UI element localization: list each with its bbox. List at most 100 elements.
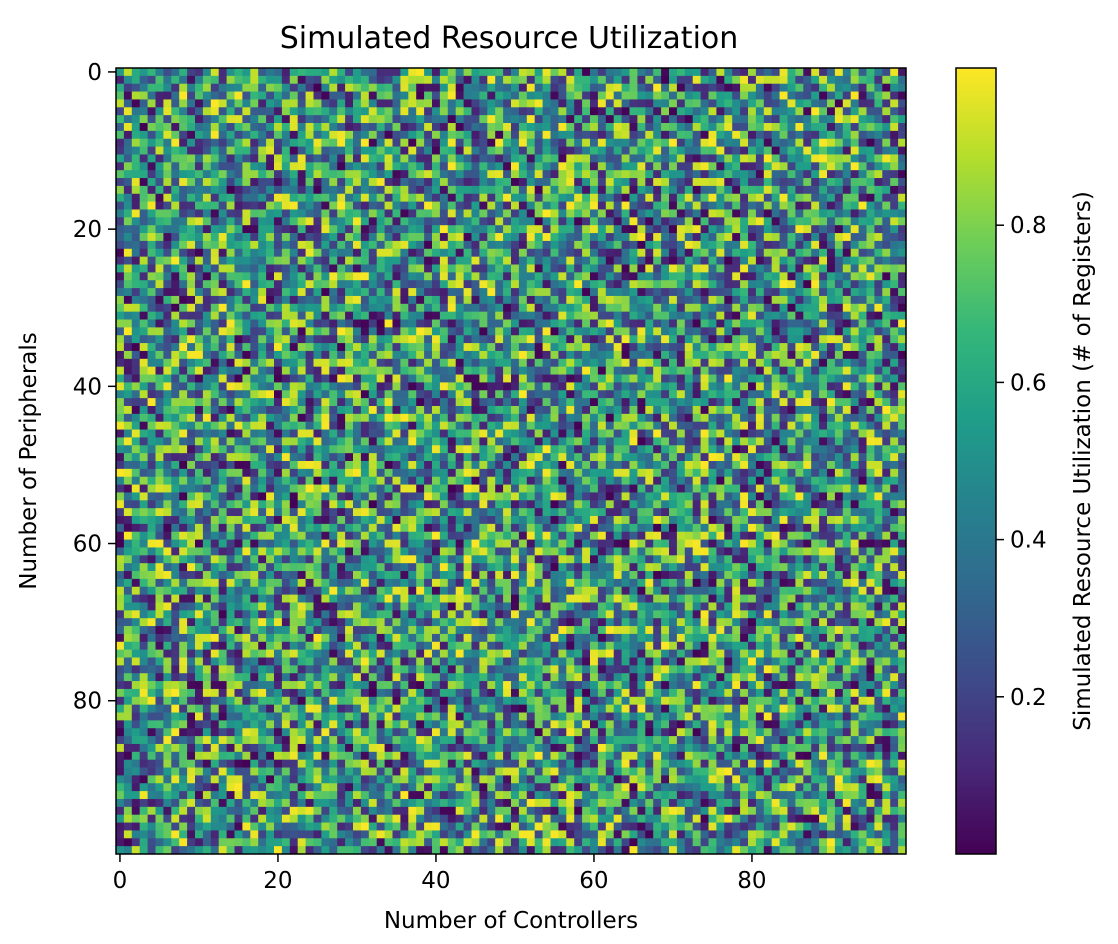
heatmap-cell — [676, 83, 686, 92]
heatmap-cell — [653, 374, 662, 383]
heatmap-cell — [139, 405, 148, 415]
heatmap-cell — [771, 130, 780, 140]
heatmap-cell — [755, 311, 765, 320]
heatmap-cell — [171, 350, 180, 360]
heatmap-cell — [842, 366, 852, 375]
heatmap-cell — [116, 343, 125, 352]
heatmap-cell — [392, 83, 401, 92]
heatmap-cell — [139, 350, 148, 360]
heatmap-cell — [495, 154, 504, 163]
heatmap-cell — [479, 445, 488, 454]
heatmap-cell — [471, 248, 480, 257]
heatmap-cell — [566, 146, 575, 155]
heatmap-cell — [479, 288, 488, 297]
heatmap-cell — [400, 390, 409, 399]
heatmap-cell — [345, 311, 354, 320]
heatmap-cell — [526, 374, 536, 383]
heatmap-cell — [787, 335, 796, 344]
heatmap-cell — [518, 217, 528, 226]
heatmap-cell — [692, 374, 701, 383]
heatmap-cell — [258, 256, 267, 265]
heatmap-cell — [242, 248, 251, 257]
heatmap-cell — [447, 374, 457, 383]
heatmap-cell — [803, 272, 812, 281]
heatmap-cell — [503, 256, 512, 265]
heatmap-cell — [179, 201, 188, 210]
heatmap-cell — [724, 68, 733, 77]
heatmap-cell — [771, 437, 780, 446]
heatmap-cell — [858, 390, 867, 399]
heatmap-cell — [226, 162, 235, 171]
heatmap-cell — [337, 405, 346, 415]
heatmap-cell — [187, 115, 196, 124]
heatmap-cell — [605, 83, 615, 92]
heatmap-cell — [708, 115, 717, 124]
heatmap-cell — [155, 453, 164, 462]
heatmap-cell — [179, 327, 188, 336]
heatmap-cell — [661, 358, 670, 368]
heatmap-cell — [874, 68, 883, 77]
heatmap-cell — [495, 366, 504, 375]
heatmap-cell — [258, 445, 267, 454]
heatmap-cell — [629, 209, 638, 218]
heatmap-cell — [732, 358, 741, 368]
heatmap-cell — [226, 170, 235, 179]
heatmap-cell — [384, 280, 393, 289]
heatmap-cell — [171, 390, 180, 399]
heatmap-cell — [582, 178, 591, 187]
heatmap-cell — [321, 170, 330, 179]
heatmap-cell — [526, 319, 536, 328]
heatmap-cell — [329, 405, 338, 415]
heatmap-cell — [692, 445, 701, 454]
heatmap-cell — [297, 178, 306, 187]
heatmap-cell — [882, 445, 891, 454]
heatmap-cell — [155, 280, 164, 289]
heatmap-cell — [605, 68, 615, 77]
heatmap-cell — [669, 295, 678, 305]
heatmap-cell — [597, 405, 607, 415]
heatmap-cell — [866, 233, 875, 242]
heatmap-cell — [163, 272, 172, 281]
heatmap-cell — [526, 453, 536, 462]
heatmap-cell — [368, 366, 378, 375]
heatmap-cell — [187, 429, 196, 438]
heatmap-cell — [629, 225, 638, 234]
heatmap-cell — [724, 217, 733, 226]
heatmap-cell — [740, 288, 749, 297]
heatmap-cell — [613, 233, 622, 242]
heatmap-cell — [574, 350, 583, 360]
heatmap-cell — [574, 91, 583, 100]
heatmap-cell — [858, 366, 867, 375]
heatmap-cell — [653, 343, 662, 352]
heatmap-cell — [795, 335, 804, 344]
heatmap-cell — [408, 240, 417, 250]
heatmap-cell — [345, 193, 354, 202]
heatmap-cell — [882, 295, 891, 305]
heatmap-cell — [645, 201, 654, 210]
heatmap-cell — [613, 374, 622, 383]
heatmap-cell — [163, 374, 172, 383]
heatmap-cell — [432, 366, 441, 375]
heatmap-cell — [266, 398, 275, 407]
heatmap-cell — [684, 303, 694, 313]
heatmap-cell — [487, 429, 496, 438]
heatmap-cell — [345, 303, 354, 313]
heatmap-cell — [890, 405, 899, 415]
heatmap-cell — [605, 398, 615, 407]
heatmap-cell — [376, 107, 385, 116]
heatmap-cell — [637, 445, 646, 454]
heatmap-cell — [732, 146, 741, 155]
heatmap-cell — [242, 358, 251, 368]
heatmap-cell — [313, 311, 322, 320]
heatmap-cell — [779, 201, 788, 210]
heatmap-cell — [661, 390, 670, 399]
heatmap-cell — [653, 272, 662, 281]
heatmap-cell — [842, 123, 852, 132]
heatmap-cell — [597, 374, 607, 383]
heatmap-cell — [455, 264, 464, 273]
heatmap-cell — [337, 453, 346, 462]
heatmap-cell — [179, 75, 188, 85]
heatmap-cell — [597, 233, 607, 242]
heatmap-cell — [123, 162, 133, 171]
heatmap-cell — [787, 256, 796, 265]
